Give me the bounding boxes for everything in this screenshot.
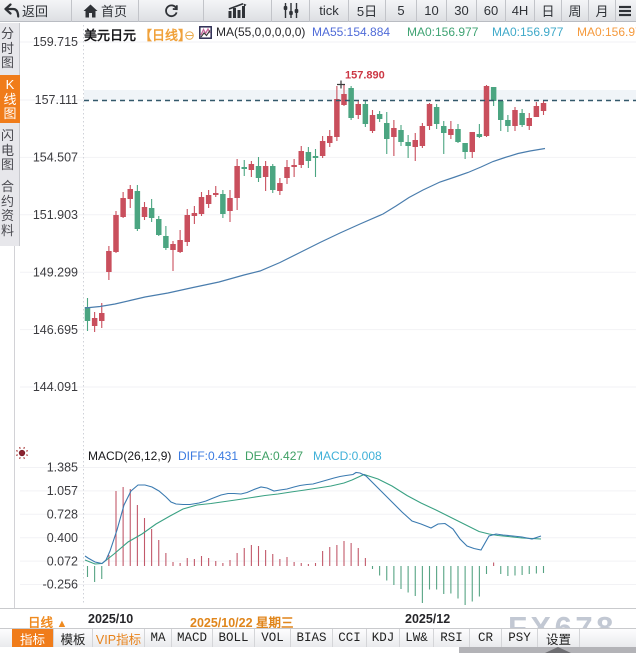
svg-text:149.299: 149.299 xyxy=(33,265,78,279)
svg-text:0.728: 0.728 xyxy=(47,508,78,522)
svg-text:1.057: 1.057 xyxy=(47,484,78,498)
svg-text:0.400: 0.400 xyxy=(47,531,78,545)
svg-text:146.695: 146.695 xyxy=(33,323,78,337)
svg-text:1.385: 1.385 xyxy=(47,461,78,475)
svg-text:159.715: 159.715 xyxy=(33,35,78,49)
svg-text:154.507: 154.507 xyxy=(33,151,78,165)
svg-text:151.903: 151.903 xyxy=(33,208,78,222)
svg-text:-0.256: -0.256 xyxy=(43,578,78,592)
svg-text:157.111: 157.111 xyxy=(35,93,78,107)
svg-text:0.072: 0.072 xyxy=(47,554,78,568)
svg-text:144.091: 144.091 xyxy=(33,380,78,394)
svg-text:157.890: 157.890 xyxy=(345,70,385,82)
